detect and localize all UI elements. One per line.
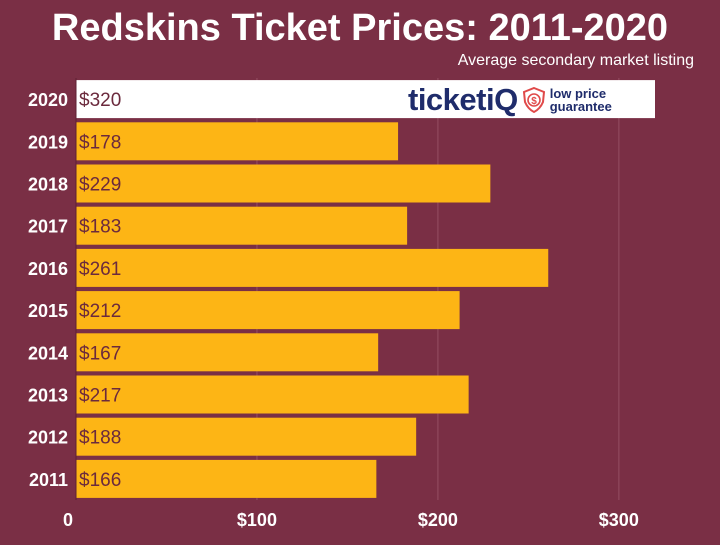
bar-2020 bbox=[76, 80, 655, 119]
y-tick-label: 2011 bbox=[29, 470, 68, 490]
svg-text:$: $ bbox=[531, 96, 537, 107]
bar-2018 bbox=[76, 164, 491, 203]
x-tick-label: $300 bbox=[599, 510, 639, 530]
bar-2013 bbox=[76, 375, 469, 414]
y-tick-label: 2012 bbox=[28, 428, 68, 448]
bar-2016 bbox=[76, 248, 549, 287]
logo-tagline-line2: guarantee bbox=[549, 99, 612, 114]
y-tick-label: 2017 bbox=[28, 217, 68, 237]
y-tick-label: 2015 bbox=[28, 301, 68, 321]
logo-tagline-line1: low price bbox=[549, 86, 607, 101]
bar-value-label: $167 bbox=[79, 343, 121, 364]
bar-value-label: $212 bbox=[79, 301, 121, 322]
bar-value-label: $261 bbox=[79, 259, 121, 280]
y-tick-label: 2013 bbox=[28, 386, 68, 406]
bar-value-label: $166 bbox=[79, 470, 121, 491]
y-tick-label: 2014 bbox=[28, 343, 68, 363]
bar-value-label: $178 bbox=[79, 132, 121, 153]
bar-2011 bbox=[76, 459, 377, 498]
x-tick-label: 0 bbox=[63, 510, 73, 530]
chart-subtitle: Average secondary market listing bbox=[457, 52, 694, 69]
bar-value-label: $217 bbox=[79, 386, 121, 407]
bar-2014 bbox=[76, 333, 379, 372]
bar-2012 bbox=[76, 417, 417, 456]
x-tick-label: $100 bbox=[237, 510, 277, 530]
bar-value-label: $320 bbox=[79, 90, 121, 111]
bar-2017 bbox=[76, 206, 408, 245]
y-tick-label: 2016 bbox=[28, 259, 68, 279]
y-tick-label: 2020 bbox=[28, 90, 68, 110]
bar-value-label: $188 bbox=[79, 428, 121, 449]
bar-value-label: $183 bbox=[79, 217, 121, 238]
ticketiq-logo: ticketiQ $ low price guarantee bbox=[408, 82, 612, 118]
y-tick-label: 2019 bbox=[28, 132, 68, 152]
logo-wordmark: ticketiQ bbox=[408, 82, 518, 117]
y-tick-label: 2018 bbox=[28, 175, 68, 195]
bar-value-label: $229 bbox=[79, 175, 121, 196]
bar-2015 bbox=[76, 291, 460, 330]
bar-2019 bbox=[76, 122, 399, 161]
logo-tagline: low price guarantee bbox=[550, 87, 612, 113]
x-tick-label: $200 bbox=[418, 510, 458, 530]
chart-title: Redskins Ticket Prices: 2011-2020 bbox=[51, 7, 669, 49]
shield-dollar-icon: $ bbox=[522, 87, 545, 113]
